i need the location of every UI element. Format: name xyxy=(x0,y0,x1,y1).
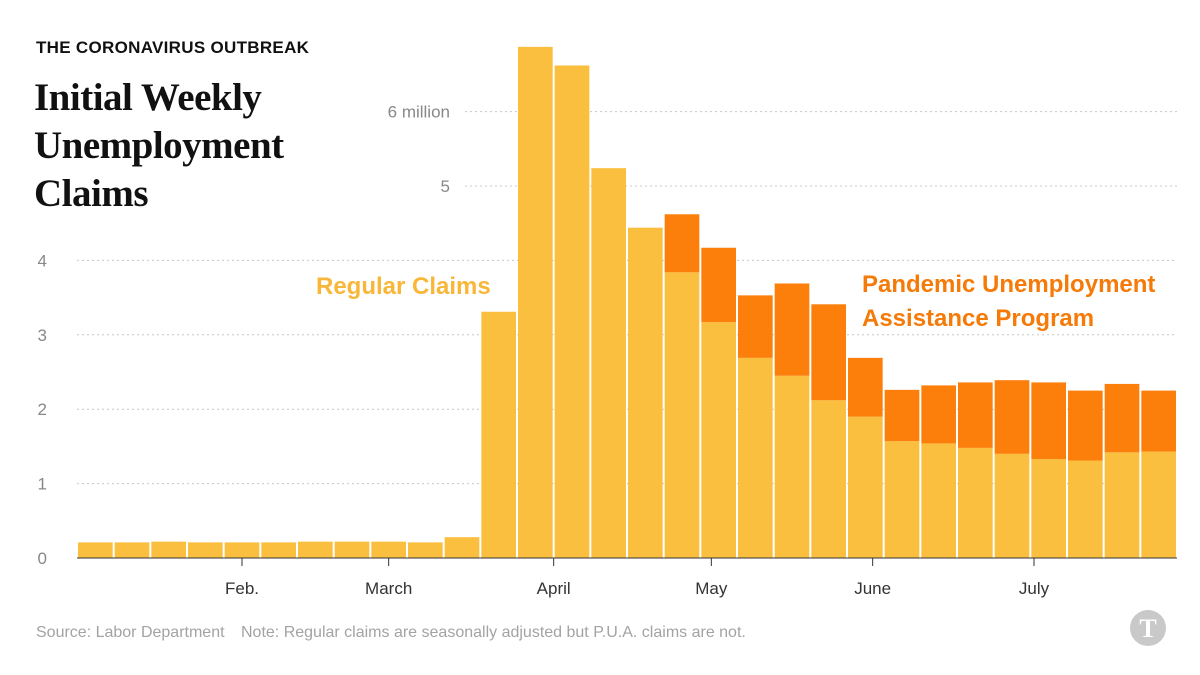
regular-claims-bar xyxy=(188,542,223,558)
regular-claims-bar xyxy=(151,541,186,558)
y-tick-label: 4 xyxy=(38,251,47,270)
regular-claims-bar xyxy=(958,447,993,558)
pua-claims-bar xyxy=(701,247,736,323)
regular-claims-bar xyxy=(884,441,920,558)
regular-claims-bar xyxy=(1141,451,1176,558)
x-tick-label: July xyxy=(1019,579,1050,598)
pua-label-line2: Assistance Program xyxy=(862,305,1094,332)
regular-claims-bar xyxy=(1031,459,1066,558)
x-tick-label: June xyxy=(854,579,891,598)
x-tick-label: Feb. xyxy=(225,579,259,598)
regular-claims-bar xyxy=(261,542,296,558)
y-tick-label: 1 xyxy=(38,475,47,494)
pua-label-line1: Pandemic Unemployment xyxy=(862,271,1155,298)
pua-claims-bar xyxy=(921,385,956,444)
regular-claims-bar xyxy=(994,453,1030,558)
regular-claims-bar xyxy=(518,46,553,558)
x-tick-label: March xyxy=(365,579,412,598)
regular-claims-bar xyxy=(701,322,736,558)
pua-claims-bar xyxy=(1141,390,1176,452)
regular-claims-bar xyxy=(444,537,480,558)
regular-claims-bar xyxy=(298,541,333,558)
regular-claims-bar xyxy=(408,542,443,558)
regular-claims-bar xyxy=(664,272,700,558)
regular-claims-bar xyxy=(628,227,663,558)
pua-claims-bar xyxy=(884,389,920,442)
regular-claims-bar xyxy=(921,443,956,558)
regular-claims-bar xyxy=(481,311,516,558)
pua-claims-bar xyxy=(1104,383,1140,453)
pua-claims-bar xyxy=(738,295,773,358)
regular-claims-bar xyxy=(224,542,260,558)
pua-claims-bar xyxy=(848,357,883,417)
pua-claims-bar xyxy=(994,380,1030,454)
regular-claims-bar xyxy=(738,357,773,558)
pua-claims-bar xyxy=(774,283,810,376)
y-tick-label: 6 million xyxy=(388,103,450,122)
y-tick-label: 3 xyxy=(38,326,47,345)
chart-title: Initial Weekly Unemployment Claims xyxy=(34,76,284,215)
x-tick-label: May xyxy=(695,579,728,598)
regular-claims-bar xyxy=(334,541,370,558)
regular-claims-bar xyxy=(78,542,113,558)
source-note: Source: Labor Department xyxy=(36,624,225,641)
pua-claims-bar xyxy=(664,214,700,273)
regular-claims-label: Regular Claims xyxy=(316,273,491,300)
pua-claims-bar xyxy=(811,304,846,401)
regular-claims-bar xyxy=(848,416,883,558)
pua-claims-bar xyxy=(958,382,993,448)
method-note: Note: Regular claims are seasonally adju… xyxy=(241,624,746,641)
y-tick-label: 0 xyxy=(38,549,47,568)
regular-claims-bar xyxy=(371,541,406,558)
regular-claims-bar xyxy=(1068,460,1103,558)
nyt-logo-icon: T xyxy=(1130,610,1166,646)
x-tick-label: April xyxy=(537,579,571,598)
pua-claims-bar xyxy=(1031,382,1066,460)
regular-claims-bar xyxy=(554,65,590,559)
y-tick-label: 5 xyxy=(441,177,450,196)
footer: Source: Labor Department Note: Regular c… xyxy=(36,624,746,642)
regular-claims-bar xyxy=(811,400,846,558)
regular-claims-bar xyxy=(774,375,810,558)
kicker: THE CORONAVIRUS OUTBREAK xyxy=(36,38,310,57)
regular-claims-bar xyxy=(114,542,150,558)
nyt-logo-letter: T xyxy=(1139,614,1156,643)
y-tick-label: 2 xyxy=(38,400,47,419)
regular-claims-bar xyxy=(591,168,626,559)
pua-claims-bar xyxy=(1068,390,1103,461)
regular-claims-bar xyxy=(1104,452,1140,558)
